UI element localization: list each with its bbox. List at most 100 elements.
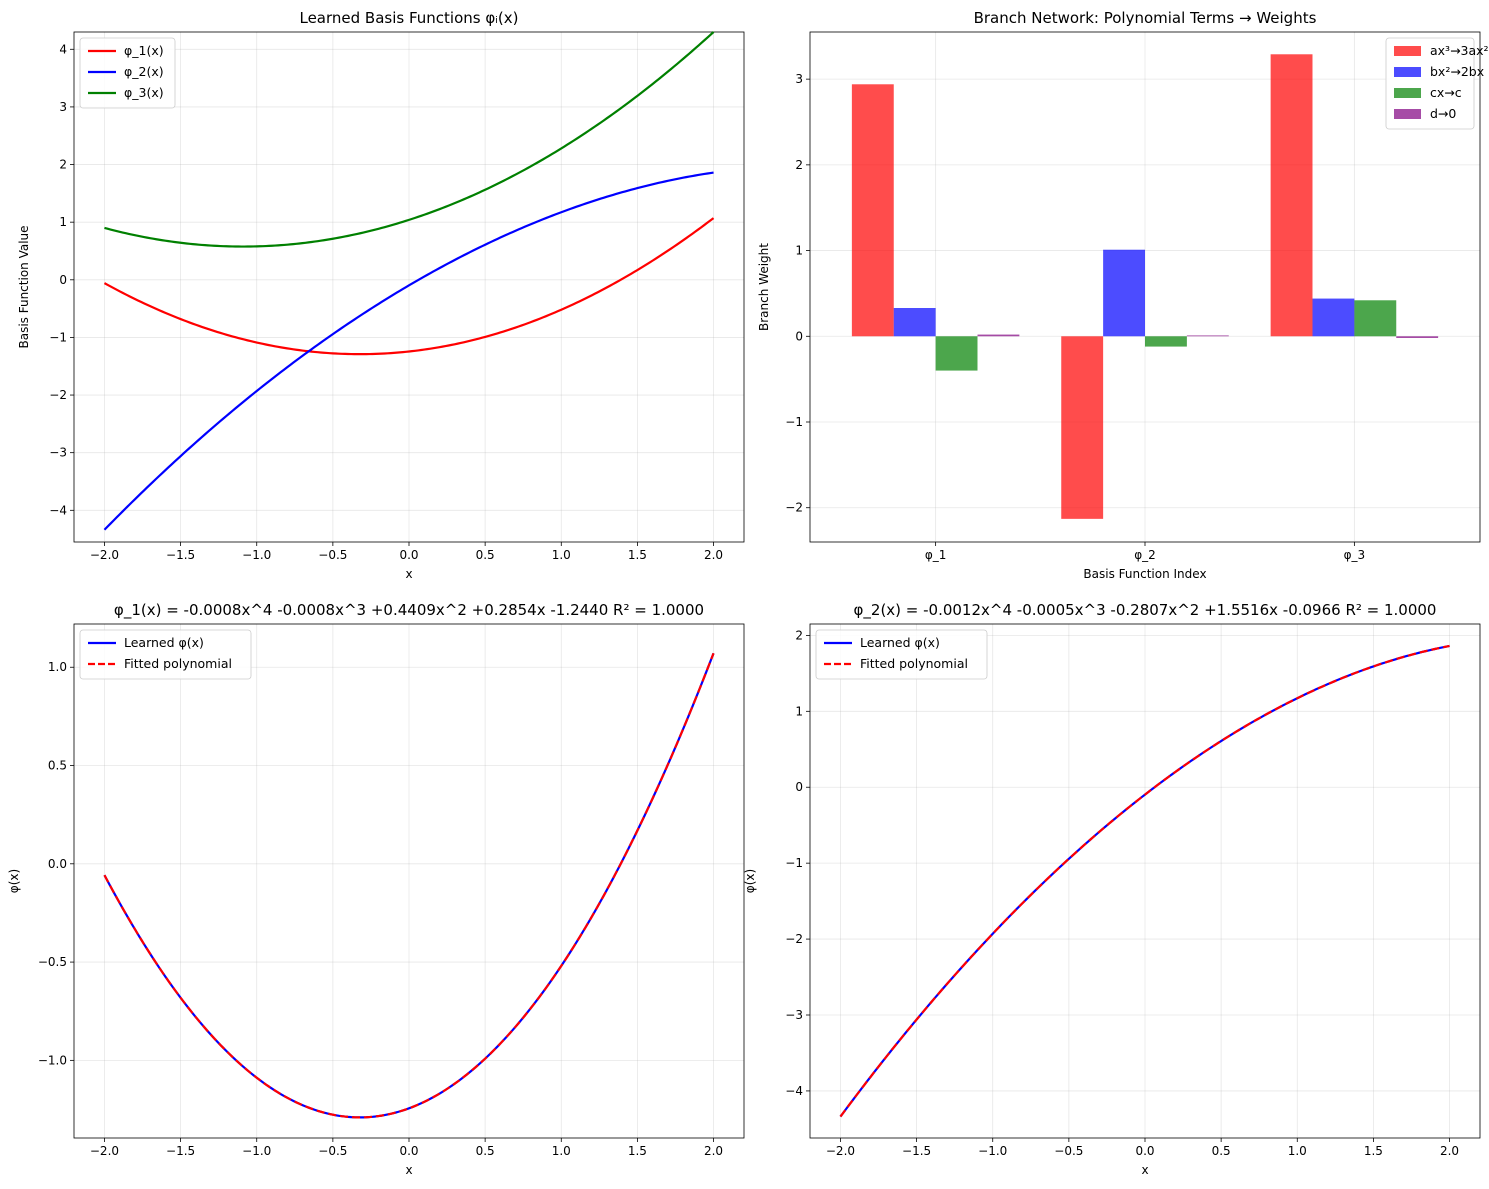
y-tick-label: −1 [785,856,803,870]
x-tick-label: −2.0 [90,548,119,562]
bar-d→0-φ_1 [977,334,1020,337]
bar-ax³→3ax²-φ_1 [851,84,894,337]
x-tick-label: 2.0 [704,548,723,562]
y-tick-label: −4 [785,1084,803,1098]
y-tick-label: −2 [785,501,803,515]
x-tick-label: 1.0 [1288,1144,1307,1158]
plot-data [851,54,1439,519]
y-tick-label: −3 [49,446,67,460]
legend-label: Fitted polynomial [860,656,968,671]
y-axis-label: Branch Weight [757,243,771,331]
x-axis-label: Basis Function Index [1083,567,1206,581]
x-tick-label: −1.0 [242,1144,271,1158]
x-tick-label: −0.5 [318,548,347,562]
x-tick-label: 0.0 [1135,1144,1154,1158]
legend: Learned φ(x) Fitted polynomial [815,629,988,680]
chart-title: φ_2(x) = -0.0012x^4 -0.0005x^3 -0.2807x^… [854,601,1437,620]
bar-bx²→2bx-φ_1 [893,308,936,337]
legend-label: φ_2(x) [124,64,164,79]
y-tick-label: 3 [795,72,803,86]
legend-frame [79,37,176,109]
y-tick-label: 0.5 [48,759,67,773]
x-axis-label: x [405,567,412,581]
y-tick-label: −1 [49,330,67,344]
x-tick-label: 1.5 [1364,1144,1383,1158]
x-tick-label: 1.5 [628,1144,647,1158]
y-tick-label: −1 [785,415,803,429]
legend-label: Fitted polynomial [124,656,232,671]
y-tick-label: 1 [59,215,67,229]
axes-frame [809,623,1481,1139]
x-tick-label: φ_3 [1344,548,1366,562]
y-tick-label: −2 [49,388,67,402]
bar-ax³→3ax²-φ_2 [1061,336,1104,519]
x-tick-label: −1.0 [978,1144,1007,1158]
y-tick-label: 2 [795,628,803,642]
y-tick-label: 0 [795,329,803,343]
bar-cx→c-φ_2 [1145,336,1187,347]
bar-bx²→2bx-φ_3 [1312,298,1355,337]
y-axis-label: φ(x) [743,869,757,893]
series-line-1 [103,217,715,356]
legend-label: φ_1(x) [124,43,164,58]
grid [810,624,1480,1138]
legend: ax³→3ax² bx²→2bx cx→c d→0 [1385,37,1489,130]
y-tick-label: 0 [795,780,803,794]
x-tick-label: −0.5 [1054,1144,1083,1158]
x-tick-label: 0.5 [476,1144,495,1158]
y-axis-label: Basis Function Value [17,225,31,348]
bar-d→0-φ_2 [1186,335,1229,337]
bar-cx→c-φ_3 [1354,300,1397,337]
grid [74,624,744,1138]
chart-title: Learned Basis Functions φᵢ(x) [299,9,518,27]
legend-frame [815,629,988,680]
x-tick-label: 0.0 [399,1144,418,1158]
legend-swatch [1394,46,1421,56]
plot-data [103,31,715,531]
y-tick-label: 2 [795,158,803,172]
bar-ax³→3ax²-φ_3 [1270,54,1313,337]
y-tick-label: 0.0 [48,857,67,871]
y-tick-label: 1 [795,704,803,718]
legend-swatch [1394,88,1421,98]
y-tick-label: −1.0 [38,1053,67,1067]
y-tick-label: −2 [785,932,803,946]
y-tick-label: −3 [785,1008,803,1022]
chart-branch: φ_1 φ_2 φ_3 −2 −1 0 1 2 3 Branch Network: Polynom… [757,9,1489,581]
x-axis-label: x [405,1163,412,1177]
x-tick-label: −0.5 [318,1144,347,1158]
x-tick-label: φ_1 [925,548,947,562]
legend-swatch [1394,109,1421,119]
x-tick-label: −2.0 [90,1144,119,1158]
series-line-2 [103,171,714,531]
x-tick-label: −1.5 [166,1144,195,1158]
axes-frame [73,31,745,543]
y-tick-label: 3 [59,100,67,114]
bar-cx→c-φ_1 [935,336,978,371]
x-tick-label: φ_2 [1134,548,1156,562]
legend-label: bx²→2bx [1430,64,1484,79]
legend-frame [79,629,252,680]
bar-bx²→2bx-φ_2 [1103,249,1145,337]
legend-label: cx→c [1430,85,1462,100]
series-line-2 [103,652,715,1119]
chart-basis: −2.0 −1.5 −1.0 −0.5 0.0 0.5 1.0 1.5 2.0 −4 −3 −2 −1 0… [17,9,745,581]
chart-fit2: −2.0 −1.5 −1.0 −0.5 0.0 0.5 1.0 1.5 2.0 −4 −3 −2 −1 0… [743,601,1481,1177]
legend-label: φ_3(x) [124,85,164,100]
axes: −2.0 −1.5 −1.0 −0.5 0.0 0.5 1.0 1.5 2.0 −4 −3 −2 −1 0… [785,623,1481,1158]
y-tick-label: −0.5 [38,955,67,969]
legend-label: ax³→3ax² [1430,43,1489,58]
legend-label: Learned φ(x) [124,635,204,650]
chart-title: Branch Network: Polynomial Terms → Weigh… [974,9,1317,27]
x-tick-label: 0.0 [399,548,418,562]
x-tick-label: 1.0 [552,548,571,562]
axes-frame [73,623,745,1139]
legend-label: d→0 [1430,106,1456,121]
axes: φ_1 φ_2 φ_3 −2 −1 0 1 2 3 [785,31,1481,562]
x-tick-label: −1.0 [242,548,271,562]
axes: −2.0 −1.5 −1.0 −0.5 0.0 0.5 1.0 1.5 2.0 −1.0 −0.5 0… [38,623,745,1158]
plot-data [839,644,1450,1118]
y-tick-label: −4 [49,503,67,517]
x-tick-label: 0.5 [1212,1144,1231,1158]
chart-title: φ_1(x) = -0.0008x^4 -0.0008x^3 +0.4409x^… [114,601,704,620]
